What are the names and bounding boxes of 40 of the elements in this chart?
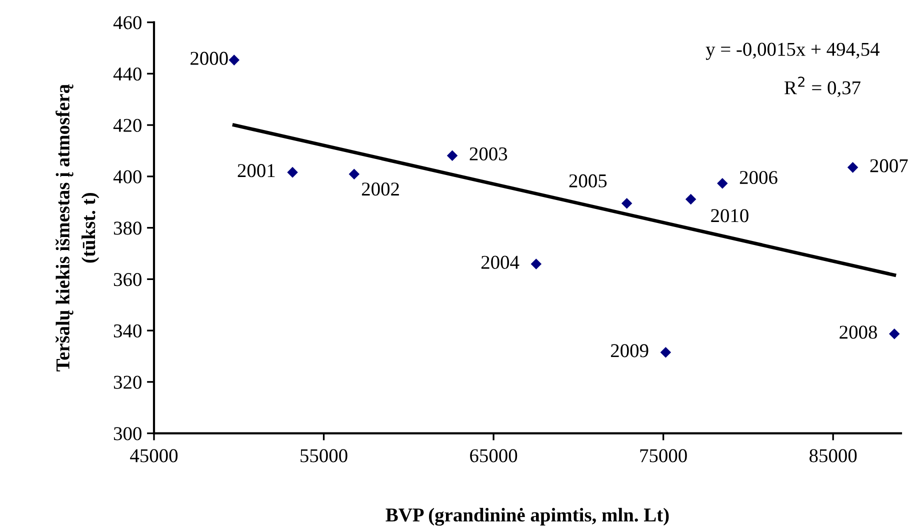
y-tick-label: 440 <box>113 67 142 81</box>
y-tick-label: 380 <box>114 222 142 235</box>
annotation: 2001 <box>238 164 275 178</box>
point <box>446 150 458 161</box>
x-tick-label: 65000 <box>470 449 518 462</box>
y-tick-label: 420 <box>113 118 142 132</box>
point <box>660 347 672 358</box>
y-tick-label: 300 <box>114 427 142 440</box>
y-tick-label: 360 <box>114 272 142 286</box>
annotation: 2009 <box>610 344 648 358</box>
y-tick-label: 460 <box>113 16 142 30</box>
point <box>287 166 298 178</box>
annotation: 2004 <box>481 256 520 269</box>
x-tick-label: 85000 <box>810 449 857 462</box>
annotation: y = -0,0015x + 494,54 <box>706 42 880 60</box>
point <box>685 194 696 205</box>
point <box>717 178 728 189</box>
point <box>847 162 858 173</box>
annotation: 2010 <box>711 209 748 222</box>
x-tick-label: 45000 <box>130 449 178 462</box>
point <box>889 328 900 340</box>
annotation: 2000 <box>190 52 228 65</box>
y-tick-label: 320 <box>114 376 142 389</box>
point <box>348 168 360 180</box>
annotation: 2005 <box>569 174 607 188</box>
x-tick-label: 75000 <box>640 449 687 462</box>
x-tick-label: 55000 <box>300 449 348 462</box>
annotation: R$^{2}$ = 0,37 <box>784 76 860 98</box>
annotation: 2008 <box>840 326 877 339</box>
annotation: 2007 <box>870 159 908 172</box>
annotation: 2006 <box>740 170 778 184</box>
y-axis-title: Teršalų kiekis išmestas į atmosferą (tūkst. t) <box>56 84 100 372</box>
point <box>621 198 632 209</box>
y-tick-label: 400 <box>113 170 142 184</box>
annotation: 2002 <box>362 182 399 196</box>
y-tick-label: 340 <box>114 324 142 338</box>
point <box>228 54 240 66</box>
annotation: 2003 <box>470 147 508 160</box>
x-axis-title: BVP (grandininė apimtis, mln. Lt) <box>386 508 669 526</box>
point <box>530 258 542 270</box>
